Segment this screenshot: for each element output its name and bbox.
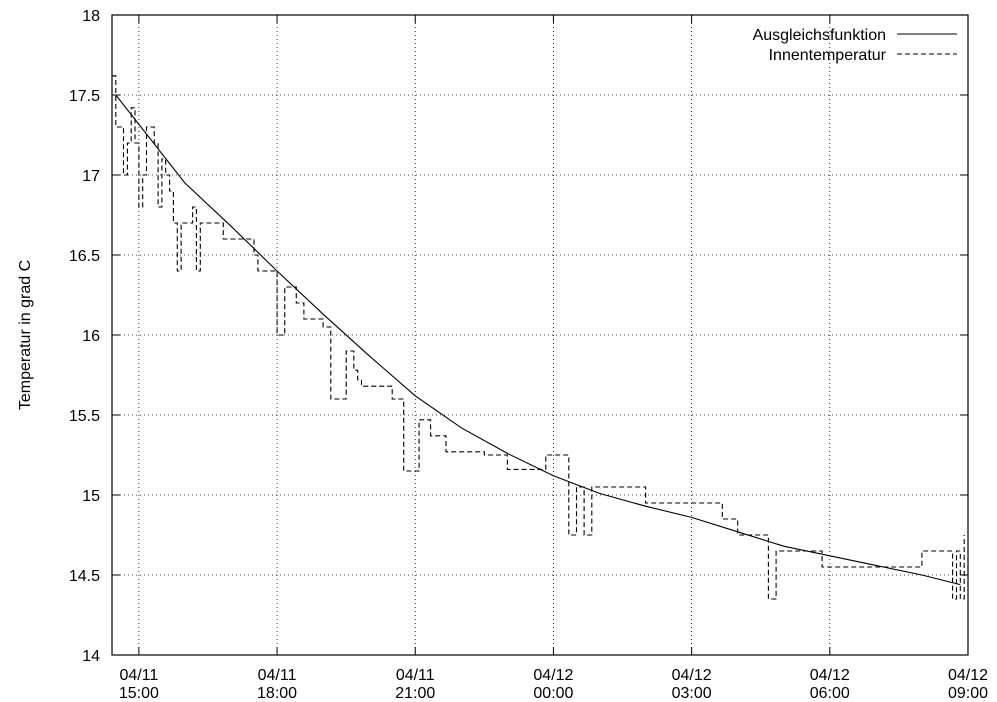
legend: Ausgleichsfunktion Innentemperatur: [753, 27, 957, 64]
x-tick-label-date: 04/12: [672, 667, 712, 684]
x-tick-label: 04/12 09:00: [948, 667, 988, 702]
legend-label: Innentemperatur: [769, 47, 887, 64]
y-tick-label: 14: [82, 648, 100, 665]
y-tick-label: 17: [82, 168, 100, 185]
series-line-innentemperatur: [112, 75, 965, 600]
x-tick-label: 04/12 00:00: [533, 667, 573, 702]
y-tick-label: 16: [82, 328, 100, 345]
y-tick-label: 16.5: [69, 248, 100, 265]
x-tick-label: 04/12 06:00: [810, 667, 850, 702]
x-tick-label-date: 04/12: [948, 667, 988, 684]
x-tick-label-time: 18:00: [257, 685, 297, 702]
y-tick-label: 18: [82, 8, 100, 25]
x-tick-label: 04/11 18:00: [257, 667, 297, 702]
x-tick-label-time: 03:00: [672, 685, 712, 702]
x-tick-label-time: 06:00: [810, 685, 850, 702]
x-tick-label: 04/11 15:00: [119, 667, 159, 702]
grid-lines: [112, 15, 968, 655]
y-tick-label: 15.5: [69, 408, 100, 425]
x-tick-label-date: 04/12: [533, 667, 573, 684]
y-tick-label: 17.5: [69, 88, 100, 105]
series-line-ausgleichsfunktion: [115, 94, 961, 586]
legend-label: Ausgleichsfunktion: [753, 27, 886, 44]
x-tick-label-date: 04/11: [258, 667, 297, 684]
x-tick-label-time: 09:00: [948, 685, 988, 702]
y-tick-label: 14.5: [69, 568, 100, 585]
x-tick-label-time: 21:00: [395, 685, 435, 702]
series-lines: [112, 75, 965, 600]
x-tick-label: 04/11 21:00: [395, 667, 435, 702]
y-axis-label: Temperatur in grad C: [17, 260, 34, 410]
x-tick-label-time: 00:00: [533, 685, 573, 702]
x-tick-label: 04/12 03:00: [672, 667, 712, 702]
x-tick-label-date: 04/12: [810, 667, 850, 684]
x-tick-label-time: 15:00: [119, 685, 159, 702]
x-tick-label-date: 04/11: [396, 667, 435, 684]
x-tick-label-date: 04/11: [119, 667, 158, 684]
y-tick-label: 15: [82, 488, 100, 505]
